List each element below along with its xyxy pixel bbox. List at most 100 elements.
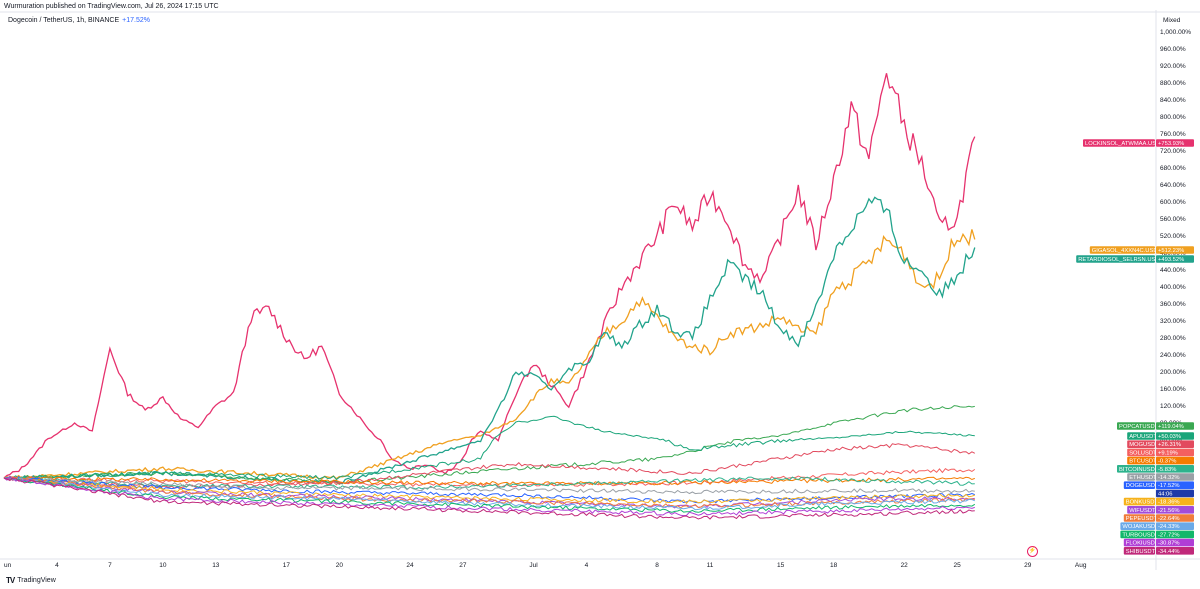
series-name-tag bbox=[1120, 530, 1155, 539]
series-value-tag bbox=[1156, 522, 1194, 530]
series-value-label: -34.44% bbox=[1158, 549, 1180, 555]
y-tick-label: 200.00% bbox=[1160, 369, 1186, 376]
x-tick-label: 7 bbox=[108, 562, 112, 569]
series-value-label: +50.03% bbox=[1158, 434, 1181, 440]
y-tick-label: 840.00% bbox=[1160, 97, 1186, 104]
series-value-tag bbox=[1156, 246, 1194, 254]
series-name-label: PEPEUSDT bbox=[1126, 516, 1158, 522]
y-axis-ticks: 1,000.00% 960.00% 920.00% 880.00% 840.00% 800… bbox=[1160, 29, 1191, 444]
flash-icon[interactable]: ⚡ bbox=[1027, 546, 1038, 557]
series-value-tag bbox=[1156, 448, 1194, 457]
tradingview-logo-icon: TV bbox=[6, 576, 15, 585]
y-tick-label: 640.00% bbox=[1160, 182, 1186, 189]
series-value-label: -27.72% bbox=[1158, 532, 1180, 538]
symbol-change: +17.52% bbox=[122, 17, 150, 24]
y-tick-label: 720.00% bbox=[1160, 148, 1186, 155]
series-name-label: RETARDIOSOL_SELRSN.USD bbox=[1078, 257, 1159, 263]
scale-mode-label[interactable]: Mixed bbox=[1163, 17, 1181, 24]
y-tick-label: 120.00% bbox=[1160, 403, 1186, 410]
y-tick-label: 600.00% bbox=[1160, 199, 1186, 206]
series-value-tag bbox=[1156, 465, 1194, 473]
x-tick-label: 20 bbox=[336, 562, 344, 569]
series-value-label: +119.04% bbox=[1158, 424, 1184, 430]
x-tick-label: 22 bbox=[901, 562, 909, 569]
series-name-tag bbox=[1120, 522, 1155, 530]
x-tick-label: 13 bbox=[212, 562, 220, 569]
series-line-mogusdt bbox=[3, 443, 976, 490]
series-value-label: 44:06 bbox=[1158, 491, 1173, 497]
x-axis-ticks: un 4 7 10 13 17 20 24 27 Jul 4 8 11 15 18 22 25 29 Aug bbox=[4, 562, 1087, 569]
series-name-label: BITCOINUSD bbox=[1119, 467, 1155, 473]
series-name-label: APUUSDT bbox=[1129, 434, 1157, 440]
y-tick-label: 160.00% bbox=[1160, 386, 1186, 393]
series-value-tag bbox=[1156, 255, 1194, 263]
series-name-tag bbox=[1117, 465, 1155, 473]
series-line-flokiusd bbox=[3, 476, 975, 517]
x-tick-label: 25 bbox=[954, 562, 962, 569]
y-tick-label: 560.00% bbox=[1160, 216, 1186, 223]
footer-brand[interactable]: TV TradingView bbox=[6, 576, 56, 585]
x-tick-label: 8 bbox=[655, 562, 659, 569]
series-value-label: -0.37% bbox=[1158, 459, 1176, 465]
x-tick-label: un bbox=[4, 562, 12, 569]
series-name-tag bbox=[1123, 481, 1155, 489]
series-name-label: FLOKIUSD bbox=[1126, 541, 1155, 547]
y-tick-label: 920.00% bbox=[1160, 63, 1186, 70]
series-line-gigasol-4xxn4c-usd bbox=[3, 229, 976, 480]
series-value-tag bbox=[1156, 481, 1194, 489]
series-name-tag bbox=[1127, 448, 1155, 457]
series-line-turbousdt bbox=[3, 476, 976, 513]
x-tick-label: Aug bbox=[1075, 562, 1087, 569]
x-tick-label: Jul bbox=[529, 562, 538, 569]
y-tick-label: 680.00% bbox=[1160, 165, 1186, 172]
series-name-tag bbox=[1123, 547, 1155, 555]
series-value-tag bbox=[1156, 547, 1194, 555]
y-tick-label: 400.00% bbox=[1160, 284, 1186, 291]
series-value-label: -14.32% bbox=[1158, 475, 1180, 481]
series-line-lockinsol-atwmaa-usd bbox=[3, 73, 976, 479]
series-tags: LOCKINSOL_ATWMAA.USD+753.93% GIGASOL_4XXN… bbox=[1076, 139, 1194, 555]
series-name-tag bbox=[1089, 246, 1155, 254]
series-name-tag bbox=[1083, 139, 1155, 147]
series-name-label: WIFUSDT bbox=[1129, 508, 1156, 514]
symbol-legend[interactable]: Dogecoin / TetherUS, 1h, BINANCE +17.52% bbox=[8, 17, 150, 24]
series-name-tag bbox=[1117, 422, 1155, 430]
y-tick-label: 360.00% bbox=[1160, 301, 1186, 308]
y-tick-label: 880.00% bbox=[1160, 80, 1186, 87]
series-name-label: MOGUSDT bbox=[1129, 442, 1159, 448]
series-value-tag bbox=[1156, 538, 1194, 547]
y-tick-label: 240.00% bbox=[1160, 352, 1186, 359]
series-value-label: +753.93% bbox=[1158, 141, 1184, 147]
series-value-tag bbox=[1156, 530, 1194, 539]
series-line-pepeusdt bbox=[3, 476, 975, 509]
series-name-label: BONKUSDT bbox=[1126, 500, 1159, 506]
series-value-label: -30.87% bbox=[1158, 541, 1180, 547]
series-value-label: +493.52% bbox=[1158, 257, 1184, 263]
series-line-retardiosol-selrsn-usd bbox=[4, 196, 976, 485]
series-value-tag bbox=[1156, 506, 1194, 514]
y-tick-label: 960.00% bbox=[1160, 46, 1186, 53]
series-line-wojakusdt bbox=[3, 476, 975, 511]
series-name-tag bbox=[1127, 440, 1155, 448]
series-value-label: -5.83% bbox=[1158, 467, 1176, 473]
series-name-label: BTCUSDT bbox=[1129, 459, 1157, 465]
x-tick-label: 10 bbox=[159, 562, 167, 569]
x-tick-label: 4 bbox=[55, 562, 59, 569]
series-lines bbox=[3, 73, 976, 520]
series-name-tag bbox=[1127, 456, 1155, 465]
y-tick-label: 520.00% bbox=[1160, 233, 1186, 240]
series-value-tag bbox=[1156, 432, 1194, 440]
series-value-label: -24.33% bbox=[1158, 524, 1180, 530]
series-value-label: +512.23% bbox=[1158, 248, 1184, 254]
y-tick-label: 760.00% bbox=[1160, 131, 1186, 138]
series-name-label: GIGASOL_4XXN4C.USD bbox=[1092, 248, 1158, 254]
y-tick-label: 1,000.00% bbox=[1160, 29, 1191, 36]
series-name-tag bbox=[1076, 255, 1155, 263]
series-name-tag bbox=[1127, 506, 1155, 514]
series-name-label: TURBOUSDT bbox=[1122, 532, 1159, 538]
y-tick-label: 440.00% bbox=[1160, 267, 1186, 274]
series-value-tag bbox=[1156, 473, 1194, 481]
symbol-title: Dogecoin / TetherUS, 1h, BINANCE bbox=[8, 17, 120, 24]
x-tick-label: 4 bbox=[585, 562, 589, 569]
